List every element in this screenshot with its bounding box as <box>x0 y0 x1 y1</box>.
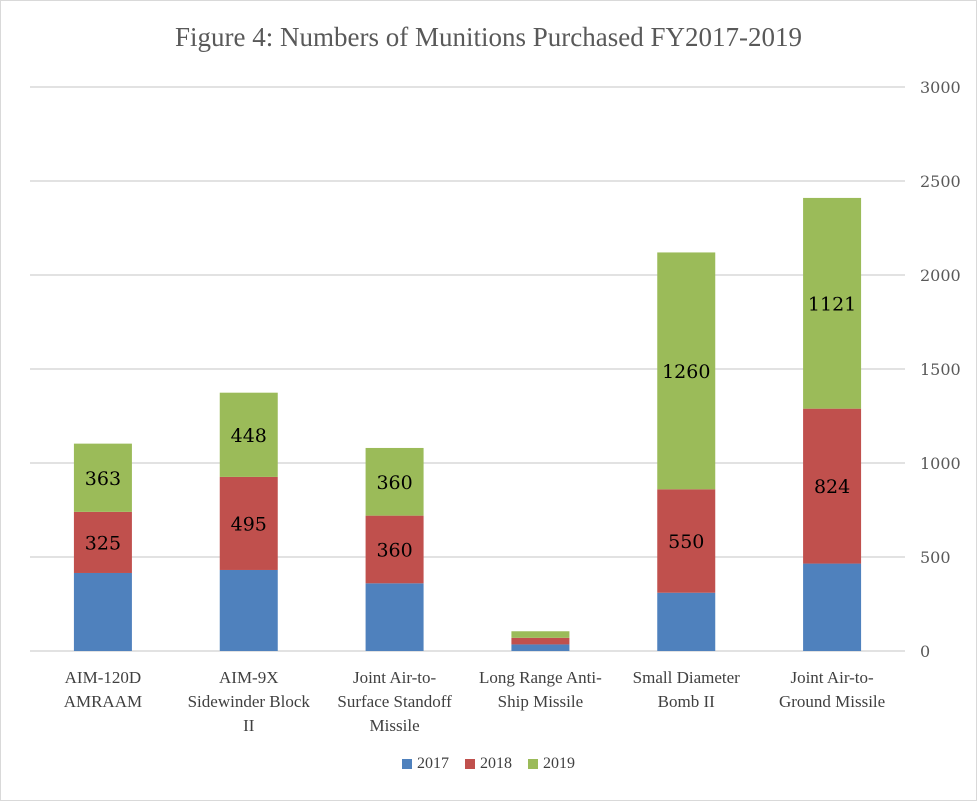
x-tick-label: Small Diameter <box>633 668 741 687</box>
y-tick-label: 500 <box>920 548 951 567</box>
bar-segment-2019 <box>365 447 424 516</box>
data-label: 448 <box>231 425 267 447</box>
x-tick-label: Surface Standoff <box>337 692 452 711</box>
bar-segment-2017 <box>365 583 424 651</box>
x-tick-label: Missile <box>370 716 420 735</box>
x-tick-label: Sidewinder Block <box>188 692 311 711</box>
data-label: 495 <box>231 513 267 535</box>
bar-segment-2019 <box>73 443 132 512</box>
legend-item-2017: 2017 <box>402 755 449 773</box>
x-tick-label: Joint Air-to- <box>790 668 874 687</box>
bar-segment-2018 <box>657 489 716 593</box>
x-tick-label: AIM-9X <box>219 668 279 687</box>
legend: 2017 2018 2019 <box>0 755 977 773</box>
legend-item-2019: 2019 <box>528 755 575 773</box>
legend-label: 2019 <box>543 755 575 772</box>
data-label: 360 <box>376 539 412 561</box>
x-tick-label: II <box>243 716 255 735</box>
legend-swatch <box>528 759 538 769</box>
bar-segment-2019 <box>803 197 862 409</box>
x-tick-label: Bomb II <box>658 692 715 711</box>
x-tick-label: AIM-120D <box>65 668 142 687</box>
x-tick-label: Joint Air-to- <box>353 668 437 687</box>
x-tick-label: AMRAAM <box>64 692 142 711</box>
bar-segment-2017 <box>511 644 570 651</box>
bar-segment-2017 <box>657 592 716 651</box>
bar-segment-2019 <box>219 392 278 477</box>
x-tick-label: Ship Missile <box>498 692 584 711</box>
bar-segment-2017 <box>803 563 862 651</box>
data-label: 360 <box>376 472 412 494</box>
bar-segment-2019 <box>511 631 570 638</box>
data-label: 363 <box>85 468 121 490</box>
legend-item-2018: 2018 <box>465 755 512 773</box>
bar-segment-2018 <box>219 476 278 570</box>
bar-segment-2017 <box>73 572 132 651</box>
y-tick-label: 3000 <box>920 78 961 97</box>
data-label: 824 <box>814 476 850 498</box>
legend-label: 2018 <box>480 755 512 772</box>
bar-segment-2018 <box>73 511 132 573</box>
bar-segment-2019 <box>657 252 716 490</box>
y-tick-label: 2500 <box>920 172 961 191</box>
x-tick-label: Ground Missile <box>779 692 885 711</box>
bar-segment-2018 <box>803 408 862 564</box>
y-tick-label: 1500 <box>920 360 961 379</box>
data-label: 550 <box>668 531 704 553</box>
y-tick-label: 2000 <box>920 266 961 285</box>
x-tick-label: Long Range Anti- <box>479 668 602 687</box>
bar-segment-2017 <box>219 569 278 651</box>
y-tick-label: 0 <box>920 642 930 661</box>
legend-swatch <box>465 759 475 769</box>
legend-swatch <box>402 759 412 769</box>
y-tick-label: 1000 <box>920 454 961 473</box>
legend-label: 2017 <box>417 755 449 772</box>
data-label: 325 <box>85 532 121 554</box>
data-label: 1121 <box>808 293 856 315</box>
bar-segment-2018 <box>365 515 424 584</box>
chart-title: Figure 4: Numbers of Munitions Purchased… <box>175 22 802 52</box>
bar-segment-2018 <box>511 637 570 645</box>
data-label: 1260 <box>662 361 710 383</box>
